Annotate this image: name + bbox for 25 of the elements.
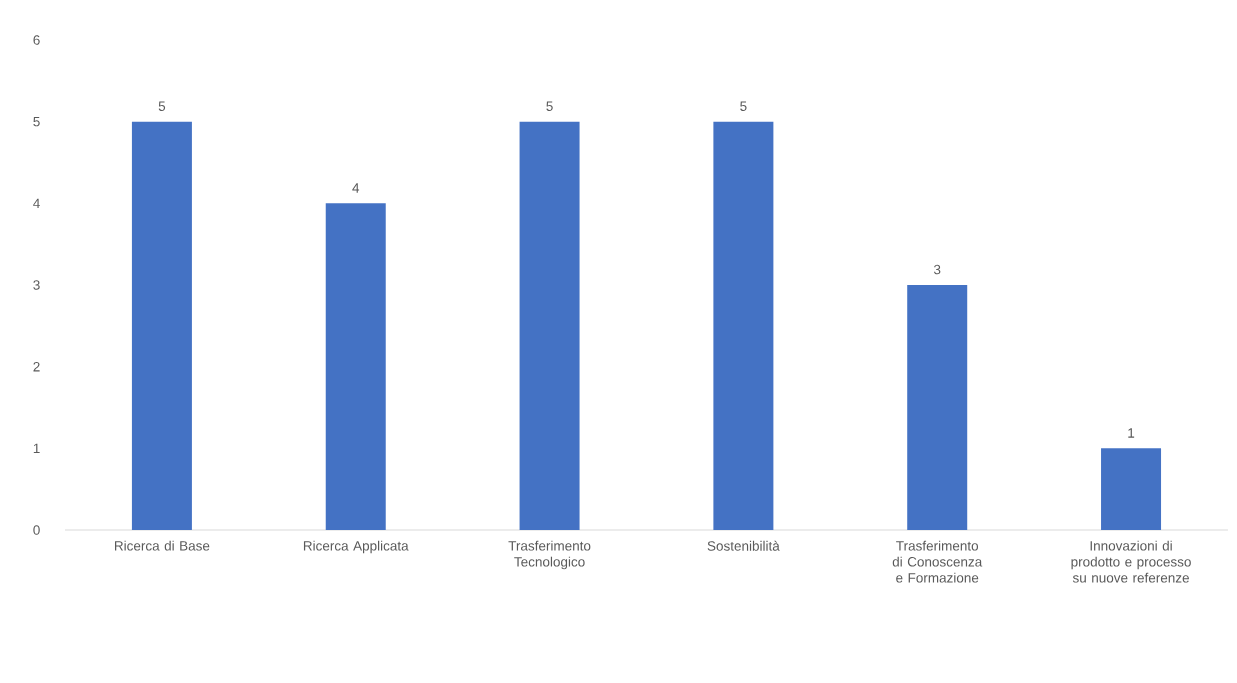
- bar: [519, 121, 580, 530]
- y-tick-label: 4: [33, 198, 40, 208]
- data-label: 3: [933, 264, 941, 275]
- x-tick-label: Ricerca Applicata: [303, 540, 409, 554]
- data-label: 1: [1128, 428, 1135, 438]
- y-tick-label: 5: [33, 116, 40, 127]
- y-tick-label: 6: [33, 35, 40, 45]
- data-label: 5: [740, 101, 747, 111]
- bar: [713, 121, 774, 530]
- y-tick-label: 2: [33, 361, 40, 372]
- data-label: 5: [546, 101, 553, 111]
- x-tick-label: Trasferimento Tecnologico: [508, 540, 591, 570]
- x-tick-label: Innovazioni di prodotto e processo su nuove referenze: [1071, 540, 1191, 583]
- bar: [325, 203, 386, 530]
- bar: [907, 285, 968, 530]
- data-label: 5: [158, 101, 166, 111]
- bar: [1101, 448, 1162, 530]
- x-tick-label: Sostenibilità: [707, 540, 780, 551]
- bar: [131, 121, 192, 530]
- x-tick-label: Trasferimento di Conoscenza e Formazione: [892, 540, 983, 583]
- y-tick-label: 1: [33, 443, 40, 453]
- y-tick-label: 3: [33, 280, 40, 290]
- x-tick-label: Ricerca di Base: [115, 540, 210, 551]
- y-tick-label: 0: [33, 525, 40, 535]
- data-label: 4: [352, 183, 360, 193]
